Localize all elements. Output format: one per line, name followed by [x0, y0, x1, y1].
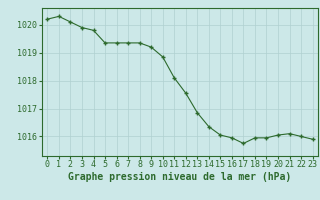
X-axis label: Graphe pression niveau de la mer (hPa): Graphe pression niveau de la mer (hPa): [68, 172, 292, 182]
